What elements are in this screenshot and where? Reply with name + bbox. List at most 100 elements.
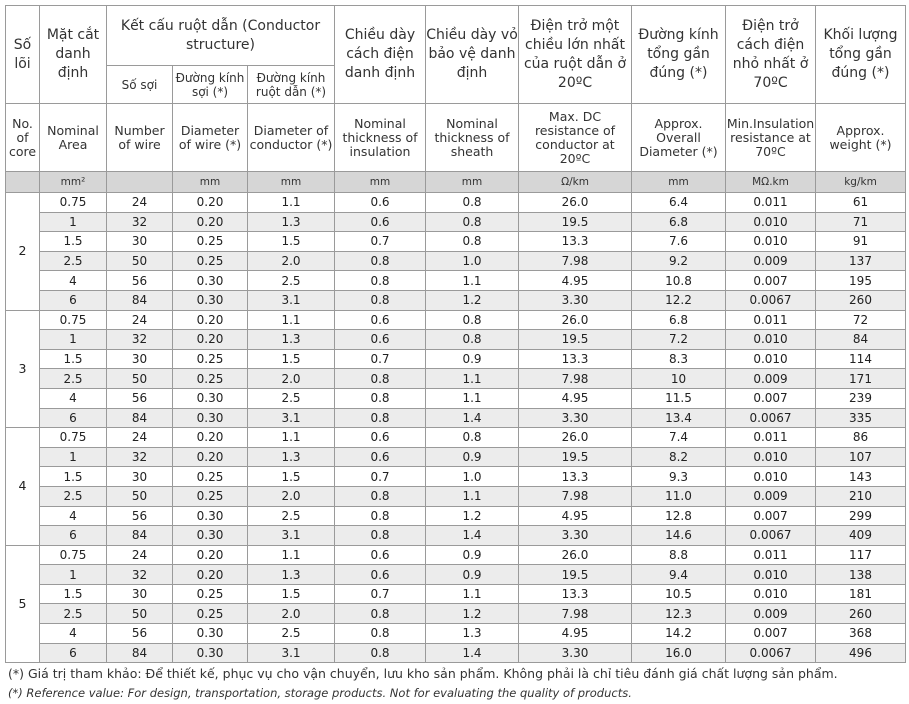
unit-dc-resistance: Ω/km	[518, 171, 632, 193]
header-en-dc-resistance: Max. DC resistance of conductor at 20ºC	[518, 103, 632, 172]
cell-number-of-wire: 84	[106, 289, 173, 311]
table-row: 1.5 30 0.25 1.5 0.7 1.1 13.3 10.5 0.010 181	[6, 583, 906, 605]
cell-insulation-resistance: 0.007	[725, 623, 816, 644]
cell-area: 6	[39, 407, 107, 429]
cell-weight: 335	[815, 407, 906, 429]
cell-wire-diameter: 0.30	[172, 387, 248, 409]
cell-conductor-diameter: 1.3	[247, 564, 335, 585]
header-en-insulation-resistance: Min.Insulation resistance at 70ºC	[725, 103, 816, 172]
cell-sheath-thickness: 0.8	[425, 309, 519, 331]
cell-overall-diameter: 7.4	[631, 427, 726, 448]
cell-weight: 210	[815, 485, 906, 507]
cell-sheath-thickness: 1.0	[425, 250, 519, 272]
cell-weight: 195	[815, 270, 906, 291]
cell-number-of-wire: 56	[106, 270, 173, 291]
cell-number-of-wire: 32	[106, 564, 173, 585]
header-vi-cores: Số lõi	[5, 5, 40, 104]
cell-wire-diameter: 0.30	[172, 270, 248, 291]
cell-insulation-thickness: 0.8	[334, 407, 426, 429]
unit-wire-diameter: mm	[172, 171, 248, 193]
cell-overall-diameter: 9.2	[631, 250, 726, 272]
cell-insulation-resistance: 0.009	[725, 485, 816, 507]
cell-weight: 299	[815, 505, 906, 527]
cell-conductor-diameter: 1.5	[247, 583, 335, 605]
cell-sheath-thickness: 0.9	[425, 446, 519, 468]
cell-overall-diameter: 12.3	[631, 603, 726, 625]
cell-insulation-resistance: 0.0067	[725, 642, 816, 664]
table-row: 2.5 50 0.25 2.0 0.8 1.2 7.98 12.3 0.009 260	[6, 603, 906, 625]
cell-dc-resistance: 26.0	[518, 309, 632, 331]
cell-dc-resistance: 26.0	[518, 427, 632, 448]
unit-cores	[5, 171, 40, 193]
table-row: 6 84 0.30 3.1 0.8 1.4 3.30 13.4 0.0067 335	[6, 407, 906, 429]
cell-wire-diameter: 0.25	[172, 603, 248, 625]
cell-weight: 143	[815, 466, 906, 487]
cell-sheath-thickness: 1.1	[425, 387, 519, 409]
header-en-wire-diameter: Diameter of wire (*)	[172, 103, 248, 172]
cell-overall-diameter: 9.4	[631, 564, 726, 585]
cell-dc-resistance: 3.30	[518, 642, 632, 664]
header-vi-number-of-wire: Số sợi	[106, 65, 173, 104]
cell-sheath-thickness: 1.4	[425, 642, 519, 664]
cell-insulation-thickness: 0.6	[334, 211, 426, 233]
cell-sheath-thickness: 1.1	[425, 485, 519, 507]
cell-conductor-diameter: 1.3	[247, 446, 335, 468]
cell-number-of-wire: 50	[106, 368, 173, 389]
cell-area: 1	[39, 446, 107, 468]
cell-conductor-diameter: 1.1	[247, 192, 335, 213]
cell-weight: 138	[815, 564, 906, 585]
cell-number-of-wire: 30	[106, 583, 173, 605]
cell-wire-diameter: 0.30	[172, 642, 248, 664]
cell-weight: 171	[815, 368, 906, 389]
cell-sheath-thickness: 1.1	[425, 368, 519, 389]
cable-spec-table: Số lõi Mặt cắt danh định Kết cấu ruột dẫ…	[5, 5, 906, 664]
cell-overall-diameter: 16.0	[631, 642, 726, 664]
cell-wire-diameter: 0.25	[172, 583, 248, 605]
cell-insulation-resistance: 0.011	[725, 544, 816, 566]
cell-wire-diameter: 0.30	[172, 623, 248, 644]
table-row: 4 56 0.30 2.5 0.8 1.1 4.95 10.8 0.007 195	[6, 270, 906, 291]
cell-area: 0.75	[39, 427, 107, 448]
cell-number-of-wire: 24	[106, 544, 173, 566]
cell-area: 0.75	[39, 309, 107, 331]
cell-weight: 260	[815, 603, 906, 625]
cell-conductor-diameter: 1.5	[247, 466, 335, 487]
table-row: 1 32 0.20 1.3 0.6 0.8 19.5 6.8 0.010 71	[6, 211, 906, 233]
cell-area: 4	[39, 387, 107, 409]
table-row: 2.5 50 0.25 2.0 0.8 1.1 7.98 11.0 0.009 210	[6, 485, 906, 507]
cell-dc-resistance: 7.98	[518, 368, 632, 389]
cell-insulation-thickness: 0.8	[334, 623, 426, 644]
cell-conductor-diameter: 2.0	[247, 603, 335, 625]
cell-dc-resistance: 3.30	[518, 289, 632, 311]
cell-overall-diameter: 8.8	[631, 544, 726, 566]
cell-wire-diameter: 0.20	[172, 446, 248, 468]
header-en-sheath-thickness: Nominal thickness of sheath	[425, 103, 519, 172]
cell-dc-resistance: 19.5	[518, 329, 632, 350]
cell-dc-resistance: 13.3	[518, 583, 632, 605]
cell-insulation-resistance: 0.0067	[725, 525, 816, 546]
cell-overall-diameter: 13.4	[631, 407, 726, 429]
cell-insulation-resistance: 0.010	[725, 231, 816, 252]
cell-area: 2.5	[39, 368, 107, 389]
cell-weight: 84	[815, 329, 906, 350]
cell-conductor-diameter: 1.1	[247, 544, 335, 566]
cell-insulation-thickness: 0.8	[334, 505, 426, 527]
cell-overall-diameter: 7.2	[631, 329, 726, 350]
cell-overall-diameter: 8.2	[631, 446, 726, 468]
cell-dc-resistance: 7.98	[518, 250, 632, 272]
cell-insulation-resistance: 0.007	[725, 270, 816, 291]
cell-sheath-thickness: 1.2	[425, 603, 519, 625]
cell-area: 1.5	[39, 583, 107, 605]
header-en-cores: No. of core	[5, 103, 40, 172]
table-row: 3 0.75 24 0.20 1.1 0.6 0.8 26.0 6.8 0.011 72	[5, 309, 906, 429]
cell-weight: 117	[815, 544, 906, 566]
cell-dc-resistance: 4.95	[518, 270, 632, 291]
cell-dc-resistance: 7.98	[518, 603, 632, 625]
cell-wire-diameter: 0.20	[172, 427, 248, 448]
unit-area: mm²	[39, 171, 107, 193]
cell-insulation-thickness: 0.8	[334, 250, 426, 272]
cell-dc-resistance: 26.0	[518, 544, 632, 566]
cell-insulation-resistance: 0.0067	[725, 407, 816, 429]
table-row: 1.5 30 0.25 1.5 0.7 1.0 13.3 9.3 0.010 143	[6, 466, 906, 487]
cell-wire-diameter: 0.25	[172, 231, 248, 252]
